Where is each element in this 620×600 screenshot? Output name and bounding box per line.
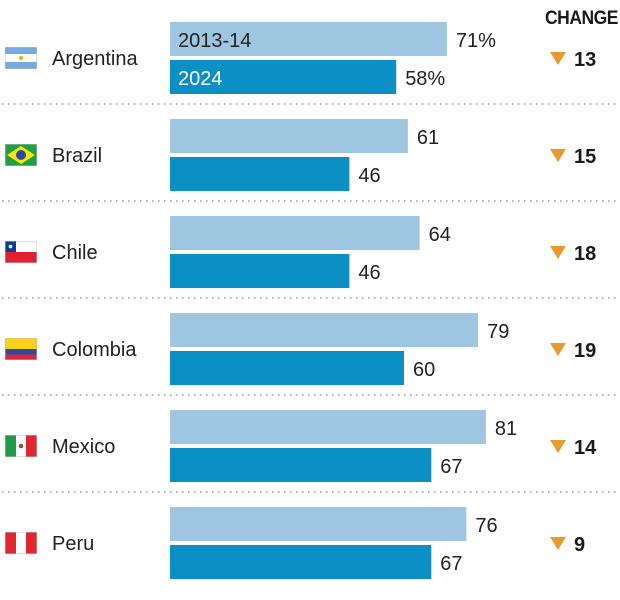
mexico-flag-icon — [5, 435, 37, 457]
country-label: Mexico — [52, 436, 115, 458]
value-label: 60 — [413, 359, 435, 381]
down-triangle-icon — [550, 537, 566, 550]
bar-argentina-2024 — [170, 60, 397, 94]
down-triangle-icon — [550, 440, 566, 453]
legend-label-2013-14: 2013-14 — [178, 30, 251, 52]
value-label: 76 — [475, 515, 497, 537]
value-label: 81 — [495, 418, 517, 440]
chile-flag-icon — [5, 241, 37, 263]
country-label: Brazil — [52, 145, 102, 167]
value-label: 67 — [440, 553, 462, 575]
change-value: 9 — [574, 534, 585, 556]
bar-colombia-2024 — [170, 351, 404, 385]
country-label: Argentina — [52, 48, 138, 70]
brazil-flag-icon — [5, 144, 37, 166]
bar-peru-2013-14 — [170, 507, 467, 541]
bar-argentina-2013-14 — [170, 22, 447, 56]
country-label: Colombia — [52, 339, 137, 361]
value-label: 71% — [456, 30, 496, 52]
bar-chile-2024 — [170, 254, 350, 288]
down-triangle-icon — [550, 246, 566, 259]
bar-colombia-2013-14 — [170, 313, 479, 347]
change-value: 19 — [574, 340, 596, 362]
value-label: 58% — [405, 68, 445, 90]
value-label: 61 — [417, 127, 439, 149]
colombia-flag-icon — [5, 338, 37, 360]
country-label: Peru — [52, 533, 94, 555]
value-label: 46 — [358, 262, 380, 284]
change-value: 15 — [574, 146, 596, 168]
value-label: 67 — [440, 456, 462, 478]
bar-mexico-2013-14 — [170, 410, 486, 444]
bar-brazil-2024 — [170, 157, 350, 191]
argentina-flag-icon — [5, 47, 37, 69]
change-value: 14 — [574, 437, 597, 459]
bar-peru-2024 — [170, 545, 432, 579]
value-label: 64 — [429, 224, 451, 246]
bar-brazil-2013-14 — [170, 119, 408, 153]
peru-flag-icon — [5, 532, 37, 554]
down-triangle-icon — [550, 343, 566, 356]
legend-label-2024: 2024 — [178, 68, 223, 90]
bar-chile-2013-14 — [170, 216, 420, 250]
down-triangle-icon — [550, 149, 566, 162]
down-triangle-icon — [550, 52, 566, 65]
change-value: 18 — [574, 243, 596, 265]
change-column-header: CHANGE — [545, 8, 618, 29]
country-label: Chile — [52, 242, 98, 264]
value-label: 79 — [487, 321, 509, 343]
bar-mexico-2024 — [170, 448, 432, 482]
change-value: 13 — [574, 49, 596, 71]
value-label: 46 — [358, 165, 380, 187]
